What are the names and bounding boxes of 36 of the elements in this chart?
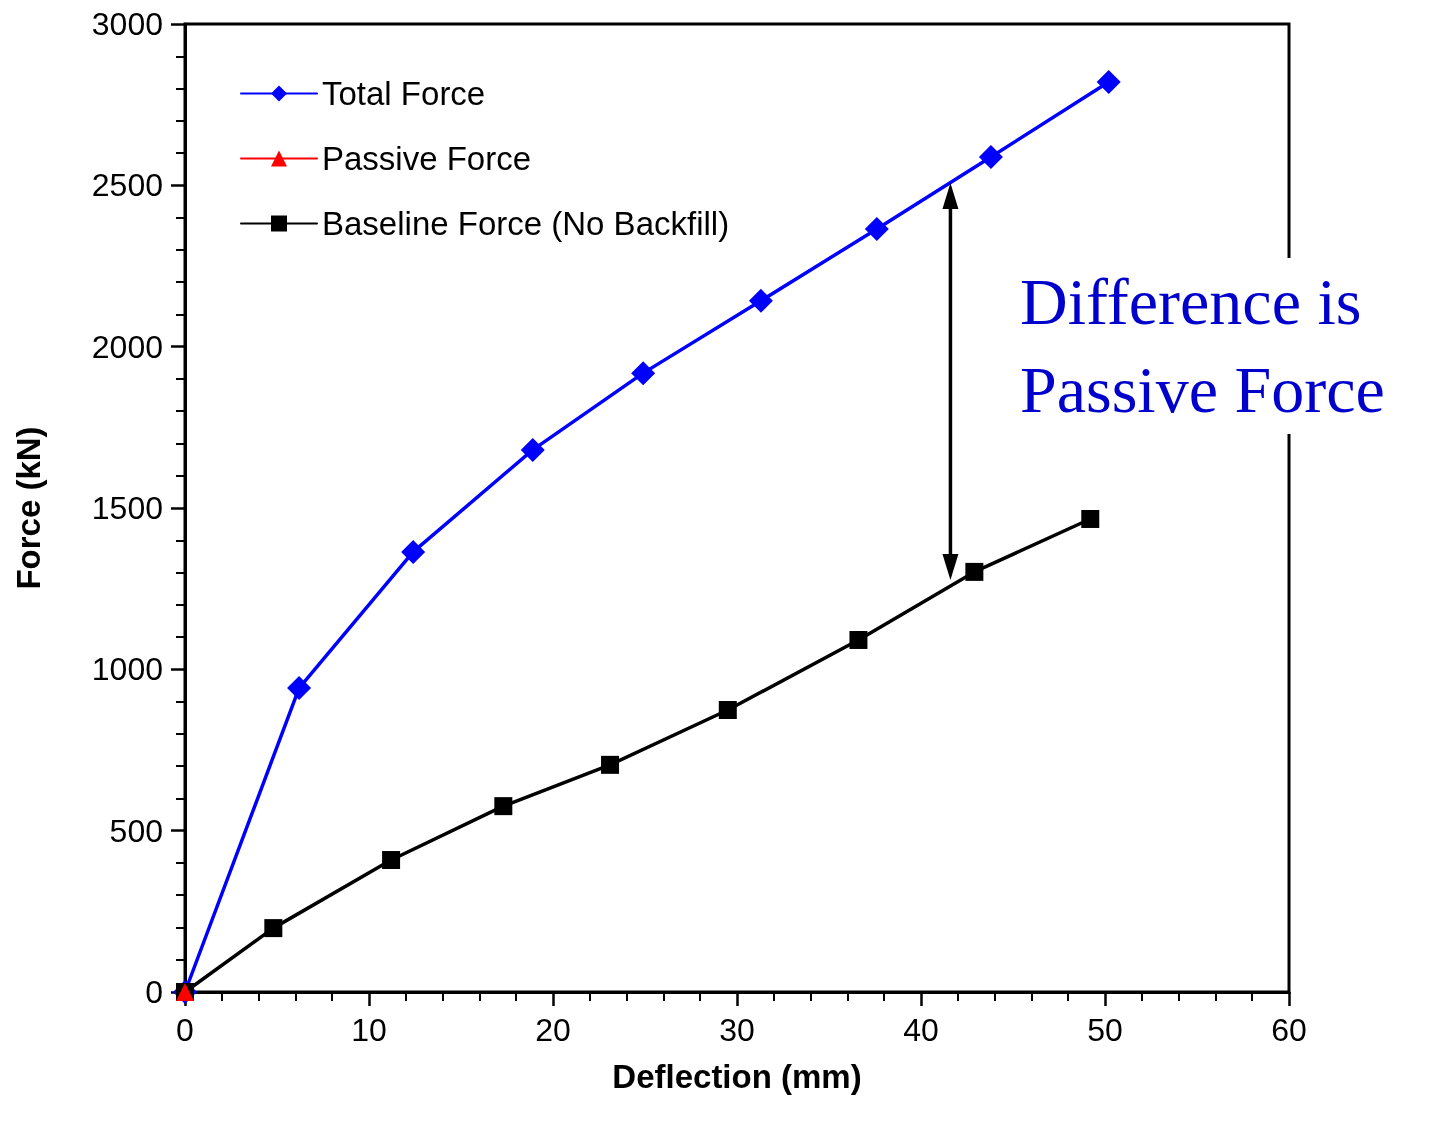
point — [287, 676, 312, 701]
x-tick-label: 30 — [719, 1012, 755, 1048]
point — [494, 797, 513, 816]
y-tick-label: 1000 — [91, 651, 163, 688]
y-tick-label: 2500 — [91, 167, 163, 204]
point — [401, 539, 426, 564]
point — [978, 144, 1003, 169]
x-tick-label: 40 — [903, 1012, 939, 1048]
point — [631, 361, 656, 386]
x-tick-label: 20 — [535, 1012, 571, 1048]
point — [748, 288, 773, 313]
y-tick-label: 3000 — [91, 6, 163, 42]
point — [520, 437, 545, 462]
y-tick-label: 0 — [145, 974, 163, 1010]
point — [849, 630, 868, 649]
point — [1081, 509, 1100, 528]
point — [264, 919, 283, 938]
x-tick-label: 50 — [1087, 1012, 1123, 1048]
x-tick-label: 0 — [176, 1012, 194, 1048]
y-tick-label: 500 — [109, 812, 163, 849]
point — [601, 755, 620, 774]
y-tick-label: 1500 — [91, 490, 163, 526]
legend-label: Total Force — [322, 75, 486, 112]
legend-label: Passive Force — [322, 140, 532, 177]
annotation: Difference is Passive Force — [1016, 258, 1442, 434]
point — [1096, 70, 1121, 95]
x-tick-label: 60 — [1271, 1012, 1307, 1048]
y-tick-label: 2000 — [91, 328, 163, 365]
legend-label: Baseline Force (No Backfill) — [322, 205, 730, 242]
x-axis-title: Deflection (mm) — [612, 1058, 862, 1095]
x-tick-label: 10 — [351, 1012, 387, 1048]
point — [718, 700, 737, 719]
point — [864, 216, 889, 241]
y-axis-title: Force (kN) — [10, 426, 47, 590]
point — [382, 851, 401, 870]
point — [965, 562, 984, 581]
